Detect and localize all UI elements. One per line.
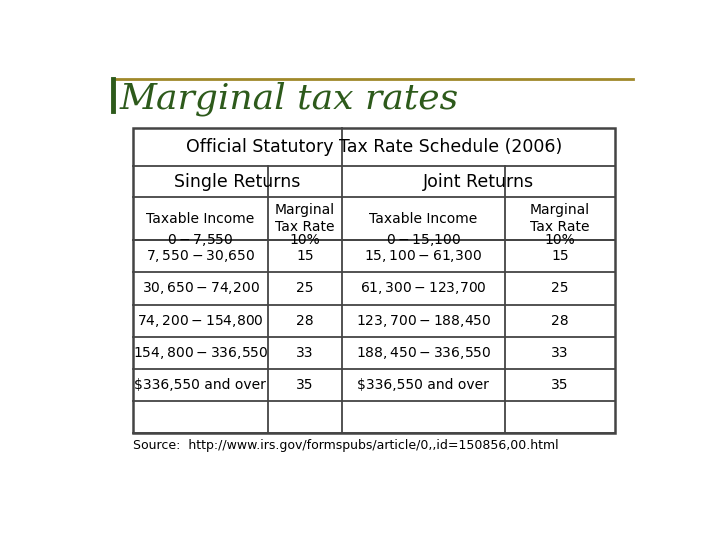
Text: Official Statutory Tax Rate Schedule (2006): Official Statutory Tax Rate Schedule (20… bbox=[186, 138, 562, 156]
Text: Single Returns: Single Returns bbox=[174, 173, 300, 191]
Text: Marginal
Tax Rate: Marginal Tax Rate bbox=[275, 203, 335, 234]
Text: 33: 33 bbox=[552, 346, 569, 360]
Text: Source:  http://www.irs.gov/formspubs/article/0,,id=150856,00.html: Source: http://www.irs.gov/formspubs/art… bbox=[132, 439, 558, 452]
Text: $0-$15,100: $0-$15,100 bbox=[385, 232, 461, 248]
Text: 28: 28 bbox=[296, 314, 314, 328]
Text: $123,700-$188,450: $123,700-$188,450 bbox=[356, 313, 491, 328]
Text: $61,300-$123,700: $61,300-$123,700 bbox=[360, 280, 487, 296]
Text: 10%: 10% bbox=[289, 233, 320, 247]
Text: Taxable Income: Taxable Income bbox=[369, 212, 477, 226]
Text: 25: 25 bbox=[297, 281, 314, 295]
Text: $336,550 and over: $336,550 and over bbox=[357, 378, 489, 392]
Text: $74,200-$154,800: $74,200-$154,800 bbox=[137, 313, 264, 328]
Text: $30,650-$74,200: $30,650-$74,200 bbox=[142, 280, 259, 296]
Text: Taxable Income: Taxable Income bbox=[146, 212, 255, 226]
Bar bbox=[132, 128, 616, 433]
Text: $188,450-$336,550: $188,450-$336,550 bbox=[356, 345, 491, 361]
Text: 35: 35 bbox=[297, 378, 314, 392]
Text: $7,550-$30,650: $7,550-$30,650 bbox=[146, 248, 255, 265]
Text: 15: 15 bbox=[552, 249, 569, 264]
Text: $15,100-$61,300: $15,100-$61,300 bbox=[364, 248, 482, 265]
Text: 10%: 10% bbox=[544, 233, 575, 247]
Text: $0-$7,550: $0-$7,550 bbox=[167, 232, 234, 248]
Text: 35: 35 bbox=[552, 378, 569, 392]
Text: 25: 25 bbox=[552, 281, 569, 295]
Text: $154,800-$336,550: $154,800-$336,550 bbox=[132, 345, 268, 361]
Text: 33: 33 bbox=[297, 346, 314, 360]
Text: 15: 15 bbox=[296, 249, 314, 264]
Text: 28: 28 bbox=[552, 314, 569, 328]
Text: Marginal
Tax Rate: Marginal Tax Rate bbox=[530, 203, 590, 234]
Text: Marginal tax rates: Marginal tax rates bbox=[120, 82, 459, 116]
Text: $336,550 and over: $336,550 and over bbox=[135, 378, 266, 392]
Text: Joint Returns: Joint Returns bbox=[423, 173, 534, 191]
